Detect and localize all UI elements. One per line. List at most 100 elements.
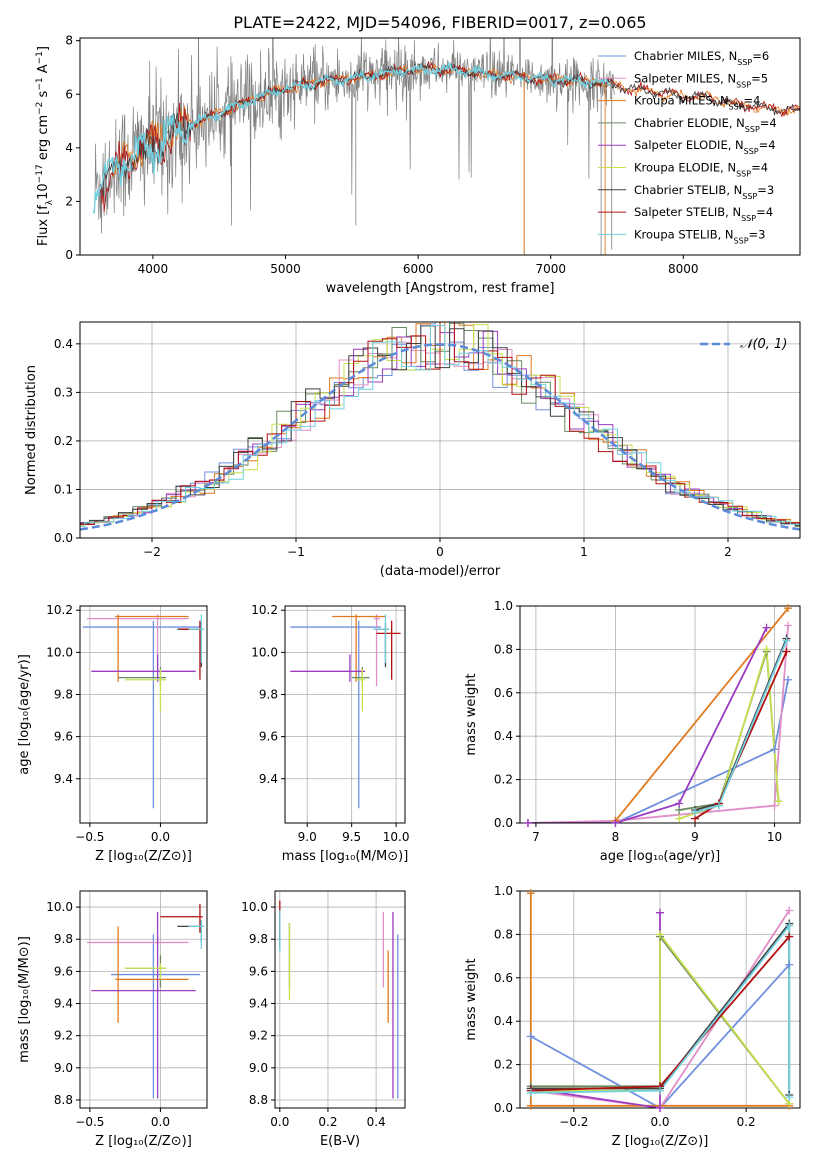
histogram-step-line <box>80 325 800 528</box>
legend-label-sub: SSP <box>729 102 744 111</box>
y-tick-label: 0.1 <box>54 482 73 496</box>
legend-label-text: Salpeter MILES, N <box>634 71 736 85</box>
mass-weight-vs-Z-plot-area <box>529 893 791 1108</box>
model-spectrum-line <box>92 61 611 214</box>
legend-label-text: Kroupa ELODIE, N <box>634 161 736 175</box>
mass-weight-marker <box>785 1093 794 1102</box>
y-axis-label-part: 10 <box>36 183 51 200</box>
x-axis-label: Z [log₁₀(Z/Z⊙)] <box>95 1134 192 1149</box>
y-tick-label: 9.4 <box>259 772 278 786</box>
y-tick-label: 8 <box>65 34 73 48</box>
legend-label-n: =6 <box>752 49 769 63</box>
y-tick-label: 0 <box>65 248 73 262</box>
y-tick-label: 0.8 <box>494 642 513 656</box>
mass-weight-marker <box>785 921 794 930</box>
x-tick-label: 1 <box>580 545 588 559</box>
legend-label: Chabrier MILES, NSSP=6 <box>634 49 769 67</box>
x-tick-label: 0.0 <box>151 1115 170 1129</box>
y-axis-label-part: −1 <box>35 51 45 64</box>
y-tick-label: 2 <box>65 194 73 208</box>
x-axis-label: Z [log₁₀(Z/Z⊙)] <box>612 1134 709 1149</box>
y-tick-label: 10.2 <box>46 603 73 617</box>
legend-label: Kroupa ELODIE, NSSP=4 <box>634 161 768 179</box>
mass-weight-marker <box>774 797 783 806</box>
x-tick-label: 0.0 <box>650 1115 669 1129</box>
residual-histogram-frame <box>79 321 801 539</box>
x-tick-label: 0.2 <box>318 1115 337 1129</box>
mass-weight-marker <box>782 647 791 656</box>
y-tick-label: 0.2 <box>494 1058 513 1072</box>
y-tick-label: 9.4 <box>54 772 73 786</box>
y-tick-label: 0.8 <box>494 927 513 941</box>
y-tick-label: 9.0 <box>54 1061 73 1075</box>
legend-label-text: Chabrier STELIB, N <box>634 183 742 197</box>
legend-label-text: Chabrier MILES, N <box>634 49 737 63</box>
x-tick-label: 8000 <box>668 262 699 276</box>
legend-label-sub: SSP <box>737 58 752 67</box>
y-axis-label: mass [log₁₀(M/M⊙)] <box>17 936 32 1063</box>
legend-label-sub: SSP <box>744 147 759 156</box>
legend-label-sub: SSP <box>741 214 756 223</box>
age-vs-Z-frame <box>79 605 208 824</box>
legend-label-sub: SSP <box>736 169 751 178</box>
legend-label-text: Salpeter ELODIE, N <box>634 138 744 152</box>
y-tick-label: 10.0 <box>251 645 278 659</box>
legend-label-n: =4 <box>744 94 761 108</box>
y-tick-label: 4 <box>65 141 73 155</box>
y-axis-label-part: −1 <box>35 77 45 90</box>
residual-histogram-panel: −2 −1 0 1 2 0.0 0.1 0.2 0.3 0.4 (data-model)/error… <box>24 321 801 579</box>
y-tick-label: 9.6 <box>259 730 278 744</box>
x-tick-label: 9.0 <box>298 830 317 844</box>
legend-label-sub: SSP <box>742 191 757 200</box>
y-tick-label: 1.0 <box>494 599 513 613</box>
age-vs-mass-frame <box>284 605 406 824</box>
y-axis-label-part: A <box>36 64 51 77</box>
y-tick-label: 0.0 <box>494 1101 513 1115</box>
mass-weight-marker <box>526 1032 535 1041</box>
x-axis-label: Z [log₁₀(Z/Z⊙)] <box>95 849 192 864</box>
legend-label-n: =4 <box>756 205 773 219</box>
legend-label: Kroupa MILES, NSSP=4 <box>634 94 760 112</box>
legend-label-n: =3 <box>749 227 766 241</box>
mass-weight-line <box>614 607 789 822</box>
y-axis-label-part: Flux [f <box>36 205 51 246</box>
mass-weight-marker <box>784 621 793 630</box>
y-tick-label: 9.2 <box>54 1029 73 1043</box>
y-axis-label: Normed distribution <box>24 365 39 495</box>
y-tick-label: 9.8 <box>259 687 278 701</box>
mass-weight-line <box>530 964 790 1108</box>
mass-weight-marker <box>656 930 664 939</box>
y-tick-label: 10.0 <box>46 645 73 659</box>
legend-label: Chabrier ELODIE, NSSP=4 <box>634 116 777 133</box>
legend-label-text: Kroupa MILES, N <box>634 94 729 108</box>
mass-weight-marker <box>656 1104 664 1112</box>
legend-label: Salpeter MILES, NSSP=5 <box>634 71 768 89</box>
y-axis-label: Flux [fλ10−17 erg cm−2 s−1 A−1] <box>35 46 55 246</box>
age-vs-mass-plot-area <box>290 614 401 809</box>
mass-weight-marker <box>785 906 794 915</box>
mass-weight-marker <box>762 623 771 632</box>
mass-weight-line <box>678 649 780 820</box>
y-axis-label: mass weight <box>464 958 479 1040</box>
mass-weight-vs-age-panel: 7 8 9 10 0.0 0.2 0.4 0.6 0.8 1.0 age [log₁₀(age/yr… <box>464 599 801 864</box>
spectrum-panel: 4000 5000 6000 7000 8000 0 2 4 6 8 wavelength [Ang… <box>35 34 801 296</box>
age-vs-Z-panel: −0.5 0.0 9.4 9.6 9.8 10.0 10.2 Z [log₁₀(Z/Z⊙)] a… <box>17 603 208 864</box>
legend-label-sub: SSP <box>734 236 749 245</box>
y-tick-label: 0.4 <box>54 337 73 351</box>
y-tick-label: 9.4 <box>249 997 268 1011</box>
legend-label-n: =3 <box>757 183 774 197</box>
y-axis-label: age [log₁₀(age/yr)] <box>17 654 32 775</box>
y-tick-label: 8.8 <box>249 1093 268 1107</box>
legend-label: Chabrier STELIB, NSSP=3 <box>634 183 774 201</box>
mass-weight-marker <box>770 745 779 754</box>
x-tick-label: −0.2 <box>559 1115 588 1129</box>
legend-label-text: Kroupa STELIB, N <box>634 227 734 241</box>
y-tick-label: 0.0 <box>494 816 513 830</box>
y-tick-label: 9.8 <box>249 932 268 946</box>
mass-weight-vs-age-plot-area <box>527 607 789 823</box>
legend-label: Salpeter ELODIE, NSSP=4 <box>634 138 776 156</box>
mass-weight-marker <box>523 819 532 827</box>
mass-weight-line <box>530 912 661 1108</box>
y-axis-label-part: −17 <box>35 164 45 183</box>
y-tick-label: 9.2 <box>249 1029 268 1043</box>
